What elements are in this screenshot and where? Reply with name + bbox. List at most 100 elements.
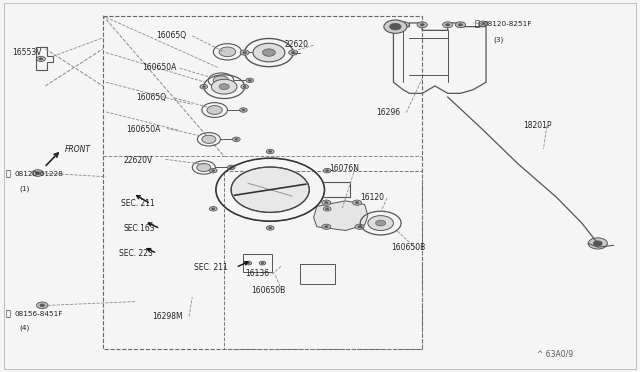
Circle shape [355, 202, 359, 204]
Circle shape [355, 224, 364, 230]
Circle shape [36, 56, 45, 61]
Text: (1): (1) [20, 185, 30, 192]
Circle shape [213, 76, 228, 85]
Circle shape [202, 135, 216, 143]
Circle shape [248, 80, 252, 81]
Circle shape [212, 208, 215, 210]
Circle shape [261, 262, 264, 264]
Text: 16120: 16120 [360, 193, 384, 202]
Circle shape [202, 86, 205, 87]
Text: Ⓑ: Ⓑ [6, 170, 11, 179]
Circle shape [245, 261, 252, 265]
Circle shape [219, 84, 229, 90]
Text: (3): (3) [493, 36, 504, 43]
Text: 160650A: 160650A [126, 125, 160, 134]
Circle shape [443, 22, 453, 28]
Circle shape [207, 106, 222, 115]
Circle shape [209, 206, 217, 211]
Circle shape [588, 238, 607, 249]
Circle shape [253, 43, 285, 62]
Circle shape [266, 226, 274, 230]
Circle shape [593, 241, 602, 246]
Circle shape [358, 226, 362, 228]
Circle shape [239, 108, 247, 112]
Circle shape [322, 224, 331, 230]
Circle shape [417, 22, 428, 28]
Text: SEC. 211: SEC. 211 [194, 263, 228, 272]
Circle shape [420, 23, 424, 26]
Circle shape [384, 20, 407, 33]
Text: 160650B: 160650B [392, 243, 426, 252]
Bar [300, 264, 335, 284]
Text: ^ 63A0/9: ^ 63A0/9 [537, 349, 573, 358]
Circle shape [445, 23, 450, 26]
Text: Ⓑ: Ⓑ [474, 19, 479, 28]
Text: 18201P: 18201P [523, 122, 552, 131]
Bar [243, 254, 272, 272]
Circle shape [323, 206, 331, 211]
Circle shape [262, 49, 275, 56]
Text: SEC. 211: SEC. 211 [121, 199, 154, 208]
Circle shape [390, 23, 401, 30]
Circle shape [230, 167, 233, 169]
Text: Ⓑ: Ⓑ [6, 310, 11, 318]
Circle shape [403, 23, 406, 26]
Circle shape [458, 23, 463, 26]
Text: SEC. 223: SEC. 223 [120, 249, 154, 258]
Circle shape [326, 170, 329, 171]
Text: (4): (4) [20, 324, 30, 331]
Text: 22620: 22620 [285, 40, 309, 49]
Text: 08120-61228: 08120-61228 [15, 171, 63, 177]
Circle shape [322, 200, 331, 205]
Circle shape [196, 163, 211, 171]
Circle shape [231, 167, 309, 212]
Text: 160650B: 160650B [251, 286, 285, 295]
Circle shape [40, 304, 45, 307]
Polygon shape [314, 201, 368, 231]
Circle shape [324, 202, 328, 204]
Circle shape [256, 51, 259, 53]
Circle shape [269, 227, 272, 229]
Text: 16136: 16136 [245, 269, 269, 278]
Circle shape [324, 226, 328, 228]
Circle shape [211, 79, 237, 94]
Circle shape [376, 220, 386, 226]
Text: 16553V: 16553V [12, 48, 42, 57]
Circle shape [219, 47, 236, 57]
Circle shape [35, 172, 40, 174]
Circle shape [246, 78, 253, 83]
Circle shape [326, 208, 329, 210]
Circle shape [289, 50, 298, 55]
Circle shape [212, 170, 215, 171]
Text: 16296: 16296 [376, 108, 401, 117]
Circle shape [291, 52, 295, 54]
Circle shape [243, 86, 246, 87]
Circle shape [209, 169, 217, 173]
Circle shape [227, 165, 235, 170]
Circle shape [235, 138, 238, 140]
Circle shape [269, 151, 272, 153]
Circle shape [240, 50, 249, 55]
Circle shape [39, 58, 43, 60]
Text: SEC.163: SEC.163 [124, 224, 156, 233]
Circle shape [253, 49, 261, 54]
Text: 22620V: 22620V [124, 155, 152, 164]
Circle shape [259, 261, 266, 265]
Text: 16076N: 16076N [329, 164, 359, 173]
Circle shape [456, 22, 466, 28]
Circle shape [200, 84, 207, 89]
Text: FRONT: FRONT [65, 145, 90, 154]
Text: 16065Q: 16065Q [136, 93, 166, 102]
Circle shape [241, 84, 248, 89]
Text: 08120-8251F: 08120-8251F [483, 21, 532, 27]
Circle shape [242, 109, 245, 111]
Circle shape [481, 23, 484, 25]
Text: 16298M: 16298M [153, 312, 183, 321]
Circle shape [36, 302, 48, 309]
Circle shape [323, 169, 331, 173]
Circle shape [32, 170, 44, 176]
Circle shape [353, 200, 362, 205]
Circle shape [232, 137, 240, 141]
Circle shape [399, 22, 410, 28]
Text: 08156-8451F: 08156-8451F [15, 311, 63, 317]
